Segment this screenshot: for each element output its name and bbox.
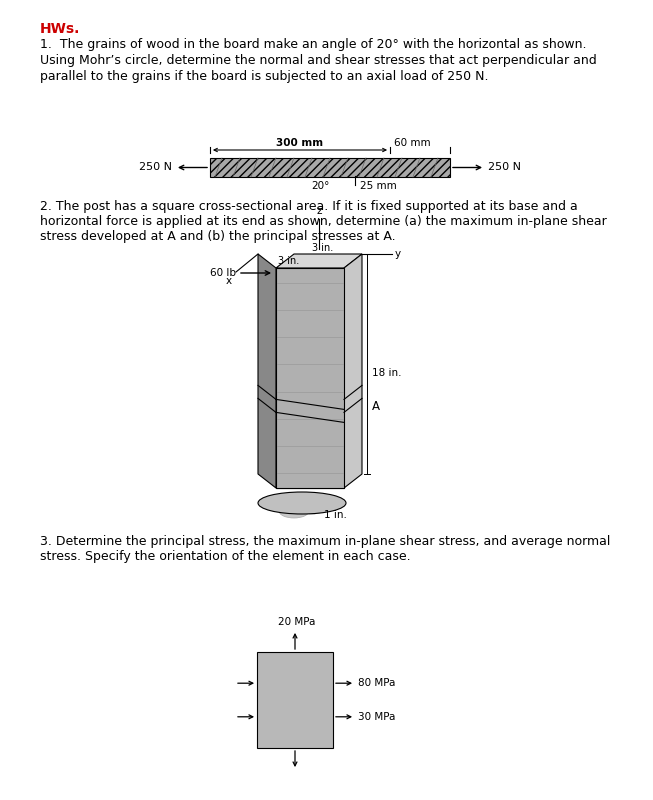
Text: 3 in.: 3 in. [278, 256, 299, 266]
Text: horizontal force is applied at its end as shown, determine (a) the maximum in-pl: horizontal force is applied at its end a… [40, 215, 607, 228]
Ellipse shape [279, 504, 309, 518]
Text: 2. The post has a square cross-sectional area. If it is fixed supported at its b: 2. The post has a square cross-sectional… [40, 200, 578, 213]
Text: 80 MPa: 80 MPa [358, 678, 395, 688]
Text: y: y [395, 249, 401, 259]
Text: z: z [316, 206, 322, 216]
Bar [276, 268, 344, 488]
Text: 3. Determine the principal stress, the maximum in-plane shear stress, and averag: 3. Determine the principal stress, the m… [40, 535, 611, 548]
Text: HWs.: HWs. [40, 22, 80, 36]
Text: x: x [226, 276, 232, 286]
Text: stress. Specify the orientation of the element in each case.: stress. Specify the orientation of the e… [40, 550, 411, 563]
Text: 60 mm: 60 mm [394, 138, 430, 148]
Text: A: A [372, 400, 380, 413]
Text: 20°: 20° [311, 181, 329, 191]
Bar [257, 652, 333, 748]
Text: 3 in.: 3 in. [312, 243, 333, 253]
Text: Using Mohr’s circle, determine the normal and shear stresses that act perpendicu: Using Mohr’s circle, determine the norma… [40, 54, 597, 67]
Text: 20 MPa: 20 MPa [278, 617, 315, 627]
Text: 250 N: 250 N [488, 162, 521, 173]
Text: 25 mm: 25 mm [360, 181, 397, 191]
Bar [210, 158, 450, 177]
Text: 18 in.: 18 in. [372, 368, 402, 378]
Ellipse shape [258, 492, 346, 514]
Text: 1 in.: 1 in. [324, 510, 347, 520]
Polygon shape [344, 254, 362, 488]
Text: stress developed at A and (b) the principal stresses at A.: stress developed at A and (b) the princi… [40, 230, 396, 243]
Polygon shape [258, 254, 276, 488]
Text: 300 mm: 300 mm [276, 138, 324, 148]
Text: 30 MPa: 30 MPa [358, 712, 395, 722]
Text: 60 lb: 60 lb [210, 268, 236, 278]
Text: 1.  The grains of wood in the board make an angle of 20° with the horizontal as : 1. The grains of wood in the board make … [40, 38, 586, 51]
Polygon shape [276, 254, 362, 268]
Text: parallel to the grains if the board is subjected to an axial load of 250 N.: parallel to the grains if the board is s… [40, 70, 488, 83]
Ellipse shape [298, 502, 326, 514]
Text: 250 N: 250 N [139, 162, 172, 173]
Bar [276, 268, 344, 488]
